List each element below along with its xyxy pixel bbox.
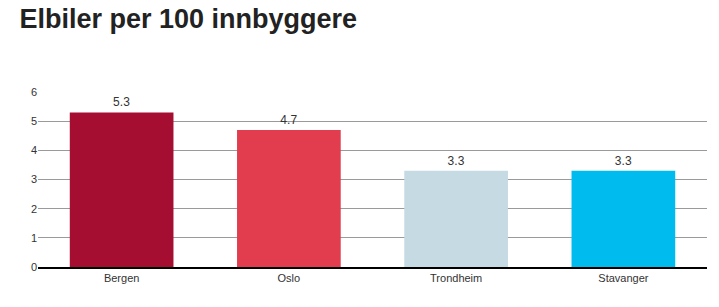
svg-text:6: 6 [31,86,37,98]
svg-text:Stavanger: Stavanger [598,272,648,284]
svg-text:Bergen: Bergen [104,272,139,284]
svg-text:Trondheim: Trondheim [430,272,482,284]
svg-text:0: 0 [31,261,37,273]
svg-text:4: 4 [31,144,37,156]
svg-text:2: 2 [31,203,37,215]
svg-text:4.7: 4.7 [280,113,297,127]
svg-text:3.3: 3.3 [448,154,465,168]
svg-text:3: 3 [31,173,37,185]
svg-text:5: 5 [31,115,37,127]
svg-text:Oslo: Oslo [278,272,301,284]
svg-text:Elbiler per 100 innbyggere: Elbiler per 100 innbyggere [19,4,357,34]
svg-text:5.3: 5.3 [113,95,130,109]
svg-text:1: 1 [31,232,37,244]
svg-text:3.3: 3.3 [615,154,632,168]
